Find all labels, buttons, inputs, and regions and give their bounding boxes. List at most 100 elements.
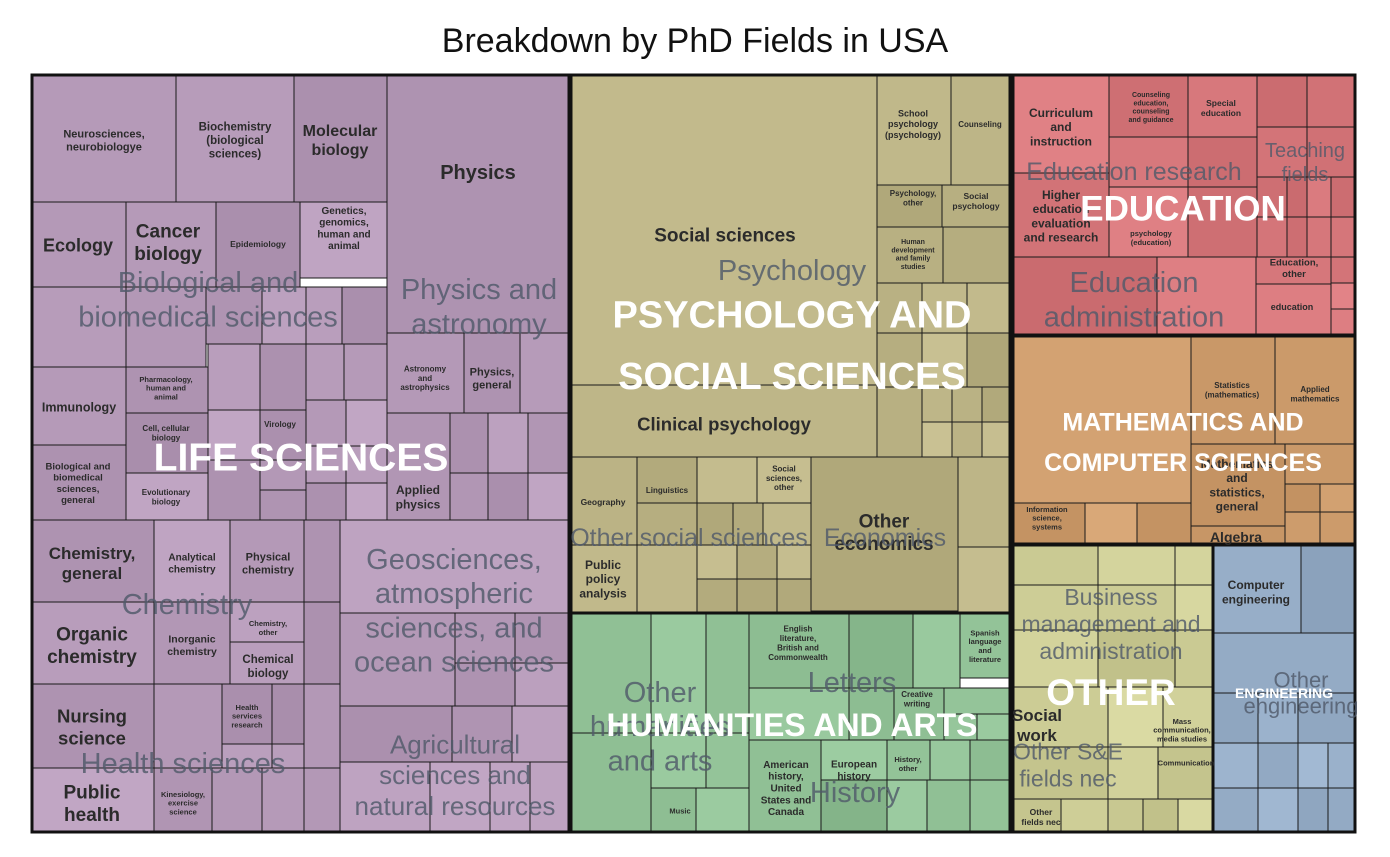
field-label: English literature, British and Commonwealt… [768,625,828,662]
subgroup-label: Other humanities and arts [590,677,730,777]
treemap-cell [736,578,778,614]
field-label: Mass communication, media studies [1153,717,1211,744]
subgroup-label: Chemistry [122,589,253,621]
field-label: Pharmacology, human and animal [139,375,192,402]
treemap-cell [636,502,698,546]
subgroup-label: Health sciences [81,748,286,780]
treemap-cell [207,409,261,461]
treemap-cell [966,282,1011,334]
treemap-cell [950,74,1011,186]
subgroup-label: Education administration [1044,267,1225,333]
subgroup-label: Other social sciences [570,524,808,552]
treemap-cell [1306,74,1356,128]
treemap-cell [981,421,1011,458]
treemap-cell [339,519,570,614]
treemap-cell [969,739,1011,781]
treemap-cell [921,386,953,423]
treemap-cell [1107,686,1164,748]
treemap-cell [1306,216,1332,258]
treemap-cell [339,705,453,763]
treemap-cell [259,489,307,521]
treemap-cell [303,519,341,603]
treemap-cell [514,662,570,707]
subgroup-label: History [810,777,901,809]
treemap-cell [650,787,697,834]
treemap-cell [912,612,961,689]
subgroup-label: Letters [808,667,897,699]
field-label: Applied mathematics [1291,385,1340,403]
subgroup-label: Geosciences, atmospheric sciences, and ocea… [354,544,554,679]
subgroup-label: Other S&E fields nec [1013,738,1123,791]
treemap-cell [820,779,888,834]
treemap-cell [229,601,305,643]
treemap-cell [1255,256,1332,285]
treemap-cell [696,456,758,504]
field-label: Other economics [834,511,933,554]
treemap-cell [271,683,305,745]
treemap-cell [31,519,155,603]
treemap-cell [345,482,388,521]
subgroup-label: Agricultural sciences and natural resource… [355,729,556,820]
treemap-cell [303,601,341,685]
field-label: Counseling education, counseling and guidan… [1128,92,1173,124]
treemap-cell [489,761,531,833]
field-label: Higher education evaluation and research [1024,188,1099,244]
treemap-cell [810,456,959,612]
chart-title: Breakdown by PhD Fields in USA [441,22,949,60]
treemap-cell [487,472,529,521]
treemap-cell [1257,787,1299,833]
field-label: Education, other [1270,258,1319,280]
treemap-cell [893,687,945,741]
treemap-cell [31,74,177,203]
treemap-cell [921,421,953,458]
treemap-cell [570,384,878,458]
treemap-cell [1297,787,1329,833]
treemap-cell [705,732,750,789]
field-label: Geography [581,497,626,507]
field-label: Statistics (mathematics) [1205,381,1260,399]
field-label: Computer engineering [1222,578,1290,606]
treemap-cell [748,612,850,689]
group-label: PSYCHOLOGY AND SOCIAL SCIENCES [613,295,972,399]
treemap-cell [1212,787,1259,833]
treemap-cell [942,226,1011,284]
field-label: Social sciences, other [766,464,802,492]
treemap-cell [1297,742,1329,789]
field-label: Physical chemistry [242,551,295,576]
treemap-cell [1187,186,1258,258]
treemap-cell [1319,483,1356,513]
field-label: School psychology (psychology) [885,109,941,140]
field-label: Neurosciences, neurobiologye [63,128,144,153]
treemap-cell [125,366,209,414]
treemap-cell [876,184,943,228]
treemap-cell [636,456,698,504]
treemap-cell [1108,136,1189,188]
field-label: Music [669,807,690,816]
field-label: Inorganic chemistry [167,633,217,657]
treemap-cell [386,74,570,334]
treemap-cell [527,412,570,474]
treemap-cell [341,286,388,345]
treemap-cell [1012,502,1086,544]
treemap-cell [848,687,895,741]
field-label: Social sciences [654,226,796,247]
field-label: European history [831,760,877,783]
treemap-cell [957,546,1011,614]
field-label: Biological and biomedical sciences, general [46,462,111,507]
treemap-cell [339,612,456,707]
treemap-cell [1297,692,1356,744]
field-label: Algebra [1210,529,1262,545]
field-label: Social psychology [952,191,1000,211]
group-outline-life [30,73,571,834]
treemap-cell [762,502,812,546]
treemap-cell [1156,256,1257,336]
treemap-cell [1012,629,1099,688]
treemap-cell [876,332,923,388]
treemap-cell [951,421,983,458]
treemap-cell [125,286,207,368]
treemap-cell [31,366,127,446]
treemap-cell [1319,511,1356,545]
treemap-cell [650,612,707,734]
group-label: LIFE SCIENCES [154,437,449,480]
treemap-cell [1284,443,1356,485]
